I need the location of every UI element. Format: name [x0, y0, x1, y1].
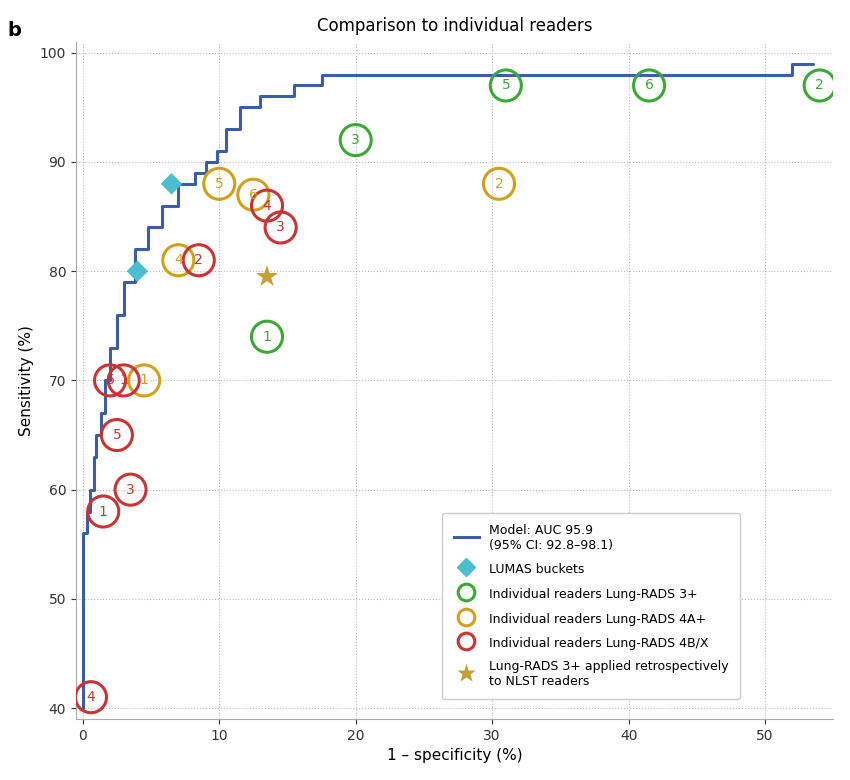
Point [131, 265, 145, 278]
X-axis label: 1 – specificity (%): 1 – specificity (%) [387, 748, 523, 764]
Point [96, 505, 110, 518]
Text: 3: 3 [351, 133, 360, 147]
Point [138, 374, 151, 387]
Point [110, 429, 124, 441]
Point [124, 484, 138, 496]
Point [212, 178, 226, 190]
Y-axis label: Sensitivity (%): Sensitivity (%) [20, 325, 34, 436]
Point [103, 374, 116, 387]
Point [492, 178, 506, 190]
Title: Comparison to individual readers: Comparison to individual readers [317, 16, 592, 34]
Point [274, 222, 287, 234]
Text: 4: 4 [174, 254, 183, 268]
Point [260, 271, 274, 283]
Point [499, 80, 513, 92]
Text: 6: 6 [644, 79, 654, 93]
Text: b: b [8, 22, 21, 41]
Point [260, 200, 274, 212]
Text: 1: 1 [263, 330, 271, 344]
Text: 3: 3 [276, 221, 285, 235]
Text: 5: 5 [215, 177, 224, 191]
Text: 2: 2 [495, 177, 503, 191]
Point [813, 80, 826, 92]
Text: 5: 5 [502, 79, 510, 93]
Text: 4: 4 [87, 690, 95, 704]
Text: 5: 5 [112, 428, 122, 442]
Legend: Model: AUC 95.9
(95% CI: 92.8–98.1), LUMAS buckets, Individual readers Lung-RADS: Model: AUC 95.9 (95% CI: 92.8–98.1), LUM… [442, 513, 740, 699]
Point [246, 189, 260, 201]
Text: 6: 6 [105, 374, 115, 388]
Point [165, 178, 178, 190]
Point [348, 134, 362, 147]
Point [84, 691, 98, 704]
Point [643, 80, 656, 92]
Point [117, 374, 131, 387]
Text: 2: 2 [815, 79, 824, 93]
Text: 1: 1 [119, 374, 128, 388]
Text: 3: 3 [126, 483, 135, 497]
Point [260, 331, 274, 343]
Text: 1: 1 [99, 505, 108, 519]
Text: 1: 1 [139, 374, 149, 388]
Point [192, 254, 206, 267]
Text: 6: 6 [249, 188, 258, 202]
Text: 4: 4 [263, 199, 271, 213]
Text: 2: 2 [195, 254, 203, 268]
Point [172, 254, 185, 267]
